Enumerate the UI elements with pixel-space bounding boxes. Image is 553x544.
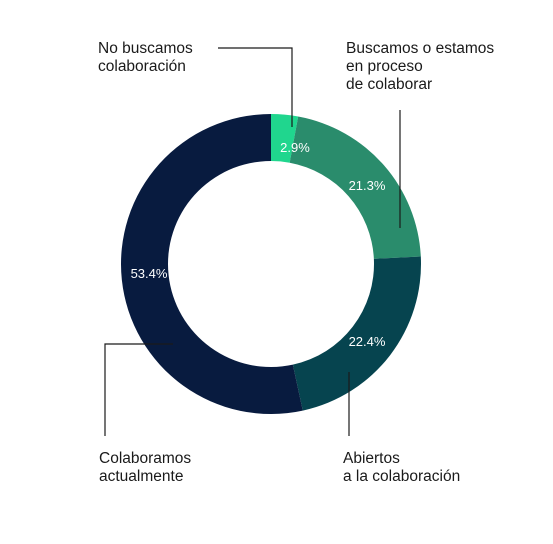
label-line: en proceso <box>346 58 423 75</box>
leader-line-no-buscamos <box>218 47 293 127</box>
label-line: colaboración <box>98 58 186 75</box>
percent-labels: 2.9% 21.3% 22.4% 53.4% <box>131 140 386 349</box>
leader-line-colaboramos <box>104 343 173 436</box>
label-colaboramos: Colaboramos actualmente <box>99 450 191 486</box>
label-line: Colaboramos <box>99 450 192 467</box>
percent-label-no-buscamos: 2.9% <box>280 140 310 155</box>
percent-label-buscamos: 21.3% <box>349 178 386 193</box>
donut-slices <box>121 114 421 414</box>
label-line: a la colaboración <box>343 468 461 485</box>
slice-no-buscamos <box>271 114 299 163</box>
label-line: No buscamos <box>98 40 193 57</box>
slice-abiertos <box>292 256 421 411</box>
label-line: Abiertos <box>343 450 400 467</box>
slice-colaboramos <box>121 114 303 414</box>
leader-lines <box>104 47 401 436</box>
label-line: de colaborar <box>346 76 433 93</box>
slice-buscamos <box>289 116 421 259</box>
percent-label-colaboramos: 53.4% <box>131 266 168 281</box>
label-abiertos: Abiertos a la colaboración <box>343 450 460 486</box>
label-line: Buscamos o estamos <box>346 40 495 57</box>
label-no-buscamos: No buscamos colaboración <box>98 40 193 76</box>
percent-label-abiertos: 22.4% <box>349 334 386 349</box>
label-line: actualmente <box>99 468 184 485</box>
label-buscamos: Buscamos o estamos en proceso de colabor… <box>346 40 494 94</box>
